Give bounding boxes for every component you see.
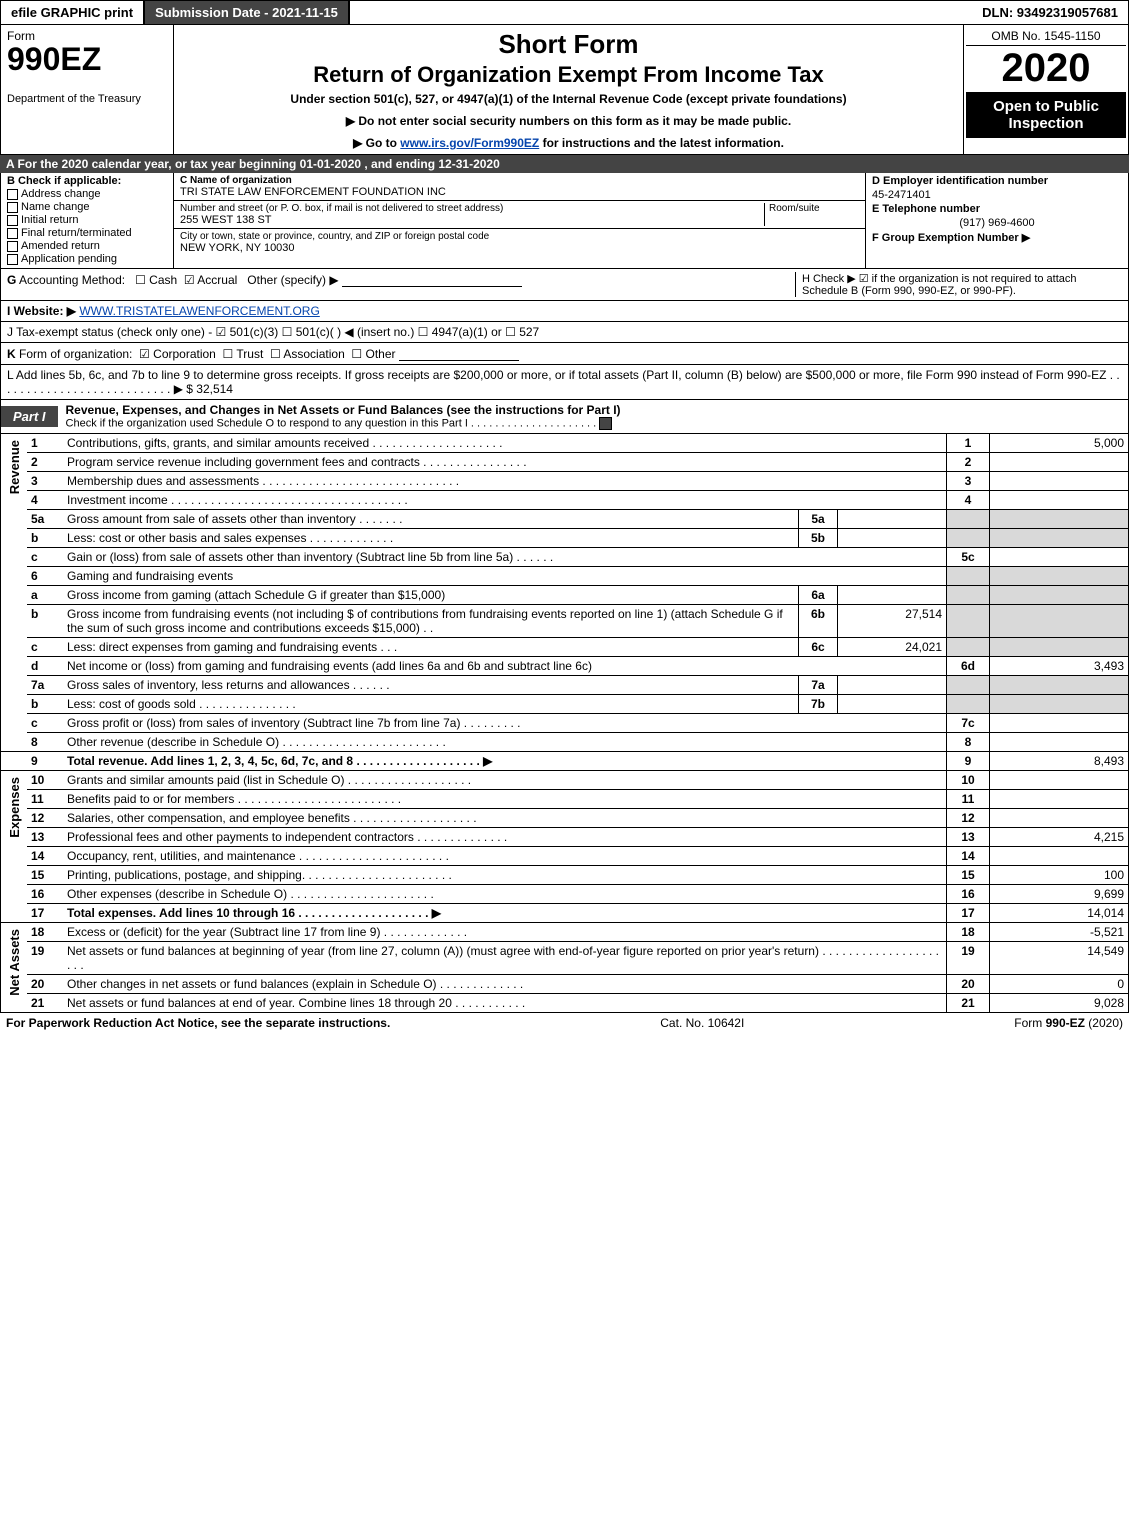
department-label: Department of the Treasury [7,93,167,105]
table-row: 5aGross amount from sale of assets other… [1,510,1129,529]
paperwork-notice: For Paperwork Reduction Act Notice, see … [6,1016,390,1030]
goto-link[interactable]: ▶ Go to www.irs.gov/Form990EZ for instru… [182,136,955,150]
no-ssn-note: ▶ Do not enter social security numbers o… [182,114,955,128]
check-final-return[interactable]: Final return/terminated [7,227,167,239]
line-g: G Accounting Method: ☐ Cash ☑ Accrual Ot… [7,272,522,287]
top-action-bar: efile GRAPHIC print Submission Date - 20… [0,0,1129,25]
city-row: City or town, state or province, country… [174,229,865,256]
line-j: J Tax-exempt status (check only one) - ☑… [0,322,1129,343]
part1-header: Part I Revenue, Expenses, and Changes in… [0,400,1129,434]
period-bar: A For the 2020 calendar year, or tax yea… [0,155,1129,173]
table-row: 14Occupancy, rent, utilities, and mainte… [1,847,1129,866]
header-mid: Short Form Return of Organization Exempt… [174,25,963,154]
header-right: OMB No. 1545-1150 2020 Open to Public In… [963,25,1128,154]
cat-no: Cat. No. 10642I [660,1016,744,1030]
line-k: K Form of organization: ☑ Corporation ☐ … [0,343,1129,365]
table-row: Net Assets 18Excess or (deficit) for the… [1,923,1129,942]
part1-tab: Part I [1,406,58,427]
phone-label: E Telephone number [872,203,980,215]
check-name-change[interactable]: Name change [7,201,167,213]
group-exemption-label: F Group Exemption Number ▶ [872,232,1030,244]
table-row: 19Net assets or fund balances at beginni… [1,942,1129,975]
omb-number: OMB No. 1545-1150 [966,27,1126,46]
part1-schedule-o-check[interactable] [599,417,612,430]
page-footer: For Paperwork Reduction Act Notice, see … [0,1013,1129,1033]
expenses-label: Expenses [7,773,22,842]
table-row: bLess: cost or other basis and sales exp… [1,529,1129,548]
table-row: Expenses 10Grants and similar amounts pa… [1,771,1129,790]
org-name-row: C Name of organization TRI STATE LAW ENF… [174,173,865,201]
city-label: City or town, state or province, country… [180,231,859,242]
part1-title: Revenue, Expenses, and Changes in Net As… [58,400,1128,433]
table-row: 3Membership dues and assessments . . . .… [1,472,1129,491]
box-b-title: B Check if applicable: [7,175,167,187]
topbar-spacer [350,1,972,24]
check-application-pending[interactable]: Application pending [7,253,167,265]
org-name: TRI STATE LAW ENFORCEMENT FOUNDATION INC [180,186,859,198]
ein-label: D Employer identification number [872,175,1048,187]
submission-date-button[interactable]: Submission Date - 2021-11-15 [145,1,350,24]
table-row: cGain or (loss) from sale of assets othe… [1,548,1129,567]
table-row: 9Total revenue. Add lines 1, 2, 3, 4, 5c… [1,752,1129,771]
table-row: cGross profit or (loss) from sales of in… [1,714,1129,733]
line-g-h: G Accounting Method: ☐ Cash ☑ Accrual Ot… [0,269,1129,301]
table-row: 11Benefits paid to or for members . . . … [1,790,1129,809]
irs-link[interactable]: www.irs.gov/Form990EZ [400,136,539,150]
under-section: Under section 501(c), 527, or 4947(a)(1)… [182,92,955,106]
table-row: Revenue 1 Contributions, gifts, grants, … [1,434,1129,453]
table-row: 6Gaming and fundraising events [1,567,1129,586]
check-initial-return[interactable]: Initial return [7,214,167,226]
street-label: Number and street (or P. O. box, if mail… [180,203,764,214]
part1-table: Revenue 1 Contributions, gifts, grants, … [0,434,1129,1013]
table-row: 13Professional fees and other payments t… [1,828,1129,847]
efile-print-button[interactable]: efile GRAPHIC print [1,1,145,24]
street: 255 WEST 138 ST [180,214,764,226]
table-row: 8Other revenue (describe in Schedule O) … [1,733,1129,752]
box-b: B Check if applicable: Address change Na… [1,173,174,268]
table-row: 12Salaries, other compensation, and empl… [1,809,1129,828]
table-row: cLess: direct expenses from gaming and f… [1,638,1129,657]
room-label: Room/suite [769,203,859,214]
open-to-public: Open to Public Inspection [966,92,1126,138]
org-name-label: C Name of organization [180,175,859,186]
check-amended-return[interactable]: Amended return [7,240,167,252]
form-id-footer: Form 990-EZ (2020) [1014,1016,1123,1030]
table-row: 21Net assets or fund balances at end of … [1,994,1129,1013]
check-address-change[interactable]: Address change [7,188,167,200]
website-link[interactable]: WWW.TRISTATELAWENFORCEMENT.ORG [79,304,319,318]
table-row: 7aGross sales of inventory, less returns… [1,676,1129,695]
phone-value: (917) 969-4600 [872,217,1122,229]
form-header: Form 990EZ Department of the Treasury Sh… [0,25,1129,155]
table-row: 15Printing, publications, postage, and s… [1,866,1129,885]
table-row: 17Total expenses. Add lines 10 through 1… [1,904,1129,923]
table-row: aGross income from gaming (attach Schedu… [1,586,1129,605]
line-h: H Check ▶ ☑ if the organization is not r… [795,272,1122,297]
line-i: I Website: ▶ WWW.TRISTATELAWENFORCEMENT.… [0,301,1129,322]
tax-year: 2020 [966,46,1126,90]
return-title: Return of Organization Exempt From Incom… [182,62,955,88]
netassets-label: Net Assets [7,925,22,1000]
dln-label: DLN: 93492319057681 [972,1,1128,24]
table-row: 2Program service revenue including gover… [1,453,1129,472]
table-row: bGross income from fundraising events (n… [1,605,1129,638]
street-row: Number and street (or P. O. box, if mail… [174,201,865,229]
line-l-amount: 32,514 [196,382,233,396]
box-d: D Employer identification number 45-2471… [865,173,1128,268]
line-l-text: L Add lines 5b, 6c, and 7b to line 9 to … [7,368,1120,396]
table-row: 20Other changes in net assets or fund ba… [1,975,1129,994]
city: NEW YORK, NY 10030 [180,242,859,254]
header-left: Form 990EZ Department of the Treasury [1,25,174,154]
table-row: 16Other expenses (describe in Schedule O… [1,885,1129,904]
entity-info-row: B Check if applicable: Address change Na… [0,173,1129,269]
table-row: bLess: cost of goods sold . . . . . . . … [1,695,1129,714]
table-row: dNet income or (loss) from gaming and fu… [1,657,1129,676]
table-row: 4Investment income . . . . . . . . . . .… [1,491,1129,510]
form-number: 990EZ [7,43,167,75]
revenue-label: Revenue [7,436,22,498]
line-l: L Add lines 5b, 6c, and 7b to line 9 to … [0,365,1129,400]
box-c: C Name of organization TRI STATE LAW ENF… [174,173,865,268]
ein-value: 45-2471401 [872,189,1122,201]
short-form-title: Short Form [182,29,955,60]
